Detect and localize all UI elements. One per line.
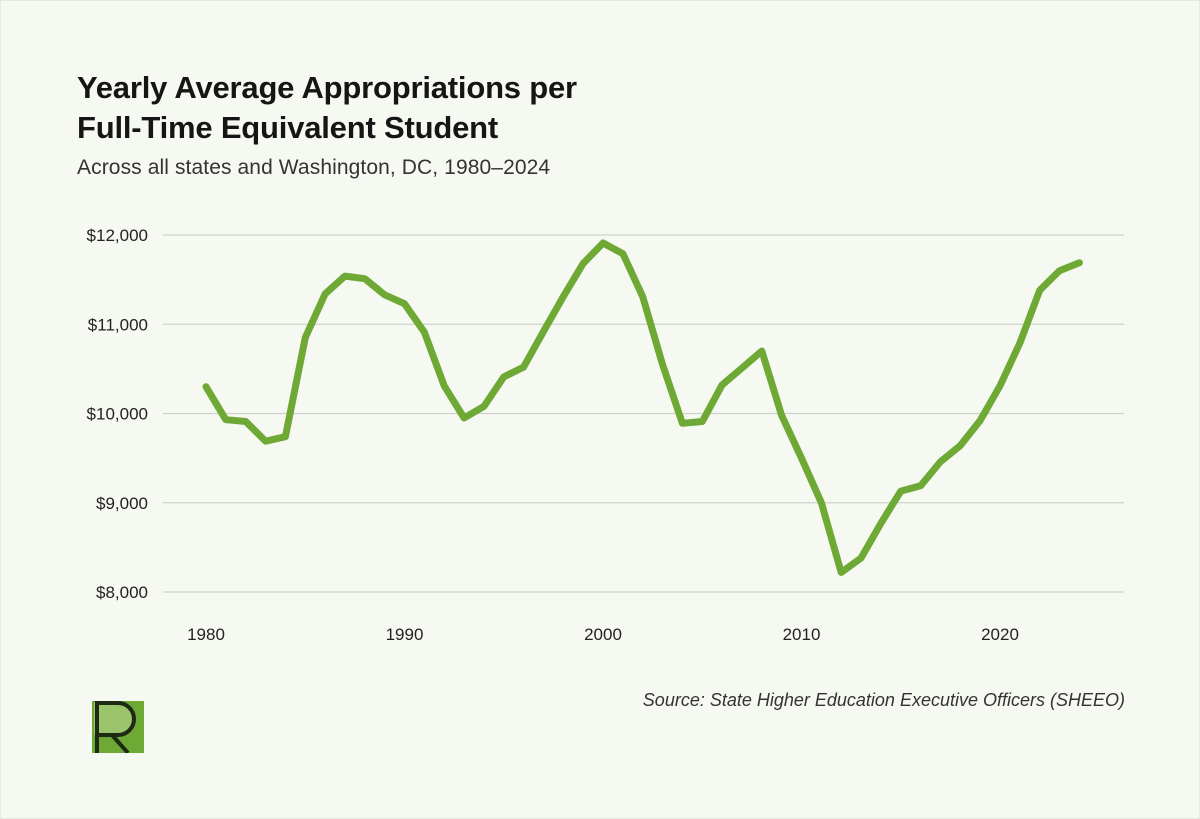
y-axis: $8,000 $9,000 $10,000 $11,000 $12,000 — [87, 226, 148, 602]
title-line-1: Yearly Average Appropriations per — [77, 70, 577, 105]
x-tick-label: 1990 — [386, 625, 424, 644]
title-line-2: Full-Time Equivalent Student — [77, 110, 498, 145]
gridlines — [163, 234, 1124, 593]
x-tick-label: 1980 — [187, 625, 225, 644]
y-tick-label: $8,000 — [96, 583, 148, 602]
chart-title: Yearly Average Appropriations per Full-T… — [77, 68, 777, 148]
y-tick-label: $9,000 — [96, 494, 148, 513]
series-group — [202, 239, 1083, 576]
y-tick-label: $11,000 — [88, 315, 148, 334]
logo-r-icon — [92, 701, 144, 753]
x-tick-label: 2020 — [981, 625, 1019, 644]
x-tick-label: 2010 — [783, 625, 821, 644]
brand-logo — [92, 701, 144, 753]
y-tick-label: $10,000 — [87, 405, 148, 424]
source-note: Source: State Higher Education Executive… — [642, 690, 1125, 710]
x-tick-label: 2000 — [584, 625, 622, 644]
x-axis: 1980 1990 2000 2010 2020 — [187, 625, 1019, 644]
y-tick-label: $12,000 — [87, 226, 148, 245]
chart-subtitle: Across all states and Washington, DC, 19… — [77, 156, 551, 179]
series-line — [202, 239, 1083, 576]
